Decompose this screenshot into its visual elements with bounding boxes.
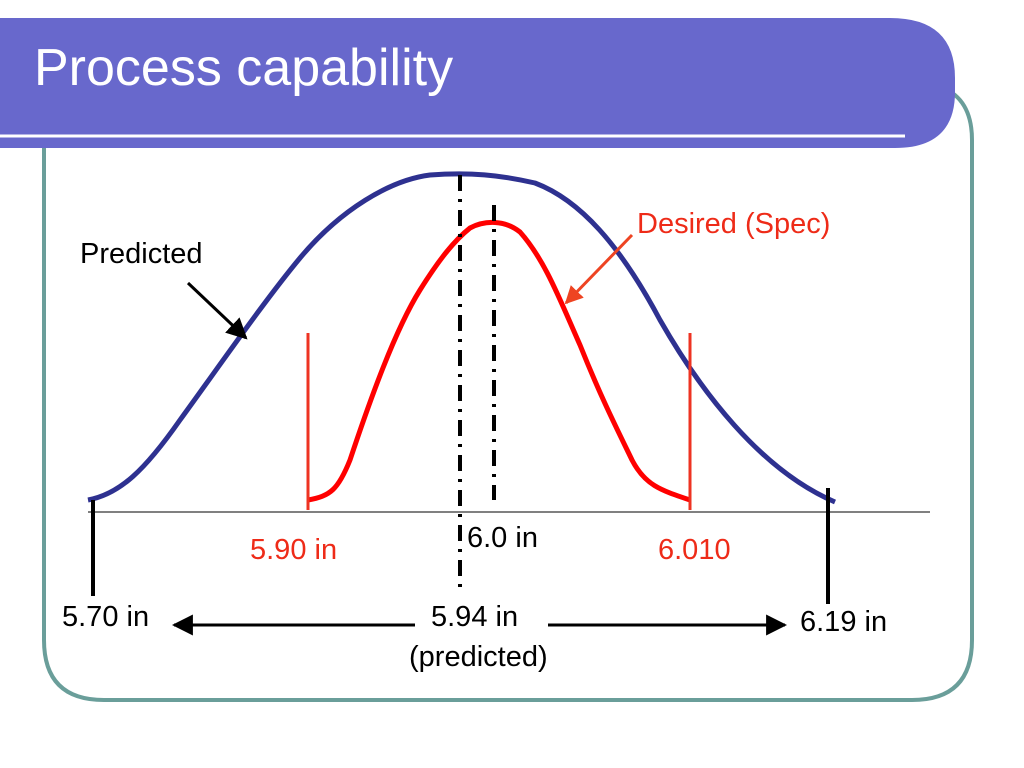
spec-label: Desired (Spec) bbox=[637, 208, 831, 240]
content-frame-border bbox=[42, 83, 974, 702]
predicted-mean-value: 5.94 in bbox=[431, 601, 519, 633]
predicted-upper-value: 6.19 in bbox=[800, 606, 888, 638]
title-bar bbox=[0, 18, 955, 148]
spec-upper-value: 6.010 bbox=[658, 534, 731, 566]
page-title: Process capability bbox=[34, 39, 454, 97]
spec-target-value: 6.0 in bbox=[467, 522, 538, 554]
spec-distribution-curve bbox=[307, 220, 691, 503]
spec-callout-arrow bbox=[564, 233, 634, 305]
predicted-label: Predicted bbox=[80, 238, 203, 270]
predicted-lower-value: 5.70 in bbox=[62, 601, 150, 633]
spec-lower-value: 5.90 in bbox=[250, 534, 338, 566]
predicted-distribution-curve bbox=[87, 171, 836, 505]
predicted-callout-arrow bbox=[186, 281, 248, 340]
predicted-mean-note: (predicted) bbox=[409, 641, 548, 673]
